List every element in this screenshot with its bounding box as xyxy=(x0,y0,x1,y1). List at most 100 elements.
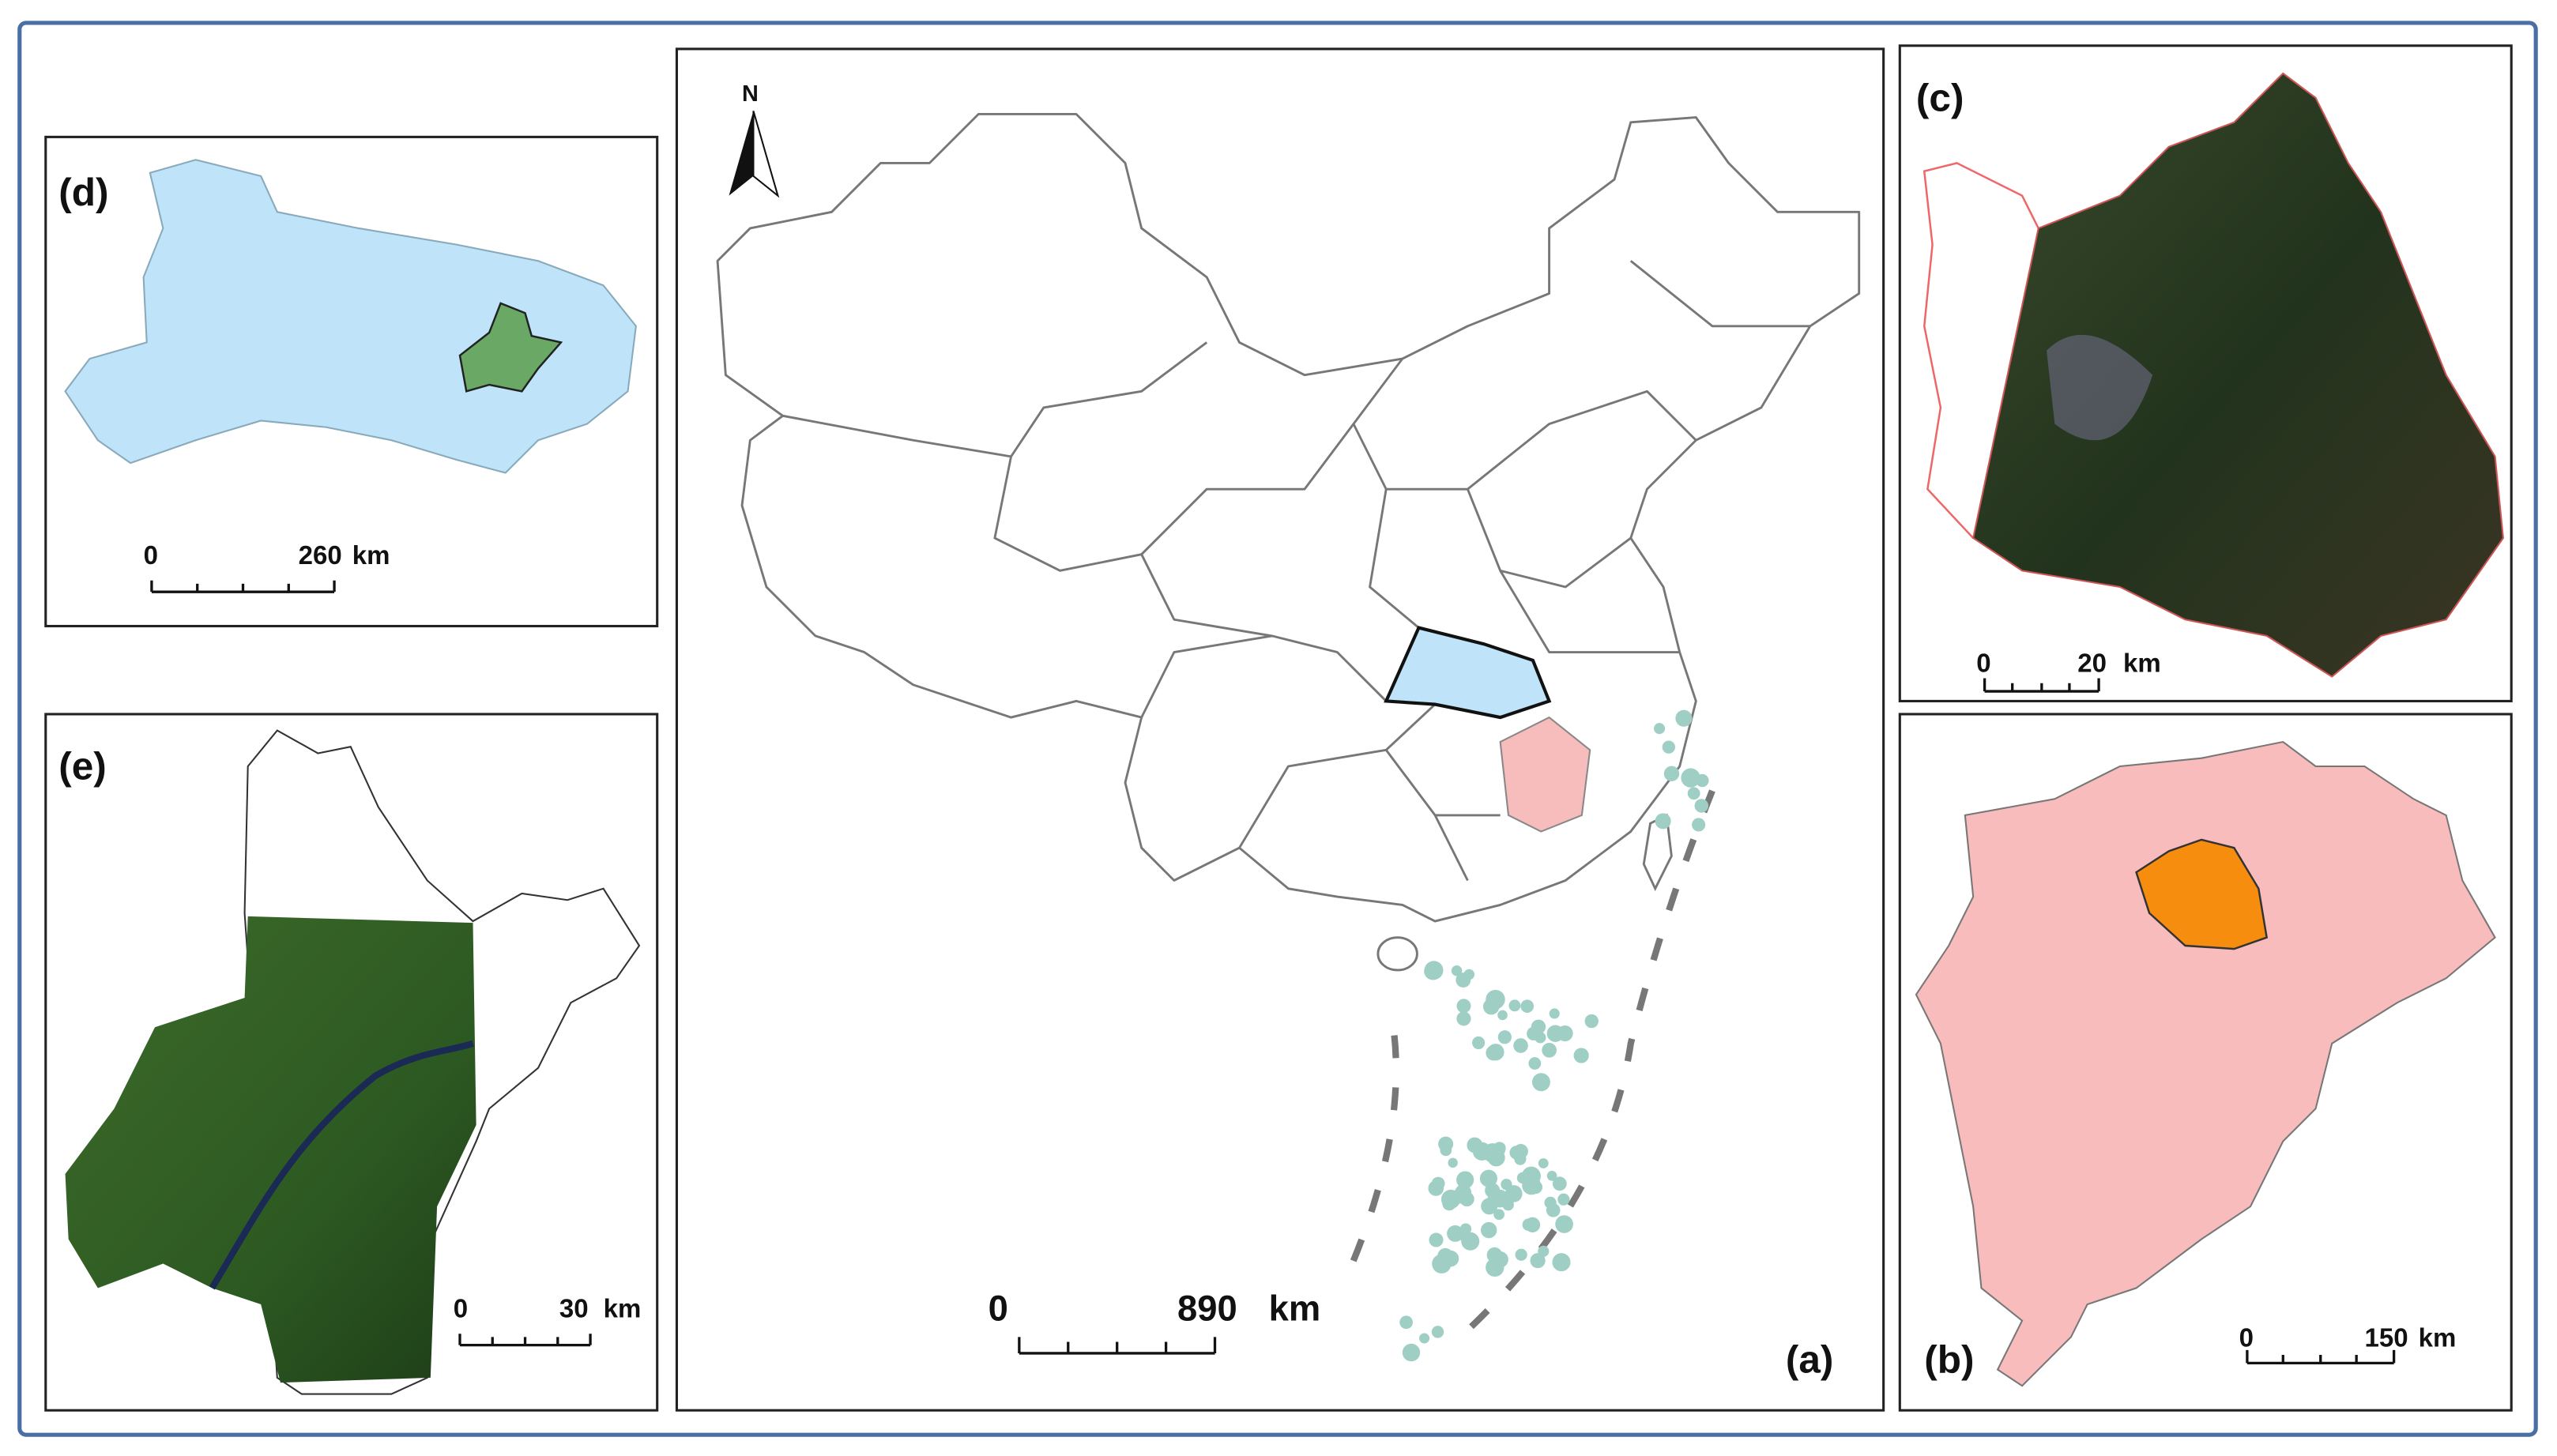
island-dot xyxy=(1419,1333,1430,1344)
scale-unit: km xyxy=(604,1294,642,1323)
scale-start: 0 xyxy=(454,1294,468,1323)
island-dot xyxy=(1584,1014,1599,1029)
island-dot xyxy=(1515,1248,1527,1261)
island-dot xyxy=(1694,799,1709,813)
island-dot xyxy=(1522,1218,1535,1232)
island-dot xyxy=(1481,1198,1498,1215)
island-dot xyxy=(1655,813,1671,830)
island-dot xyxy=(1687,787,1700,800)
island-dot xyxy=(1440,1144,1452,1157)
scale-end: 890 xyxy=(1177,1289,1237,1329)
panel-a xyxy=(675,47,1885,1412)
island-dot xyxy=(1555,1215,1573,1233)
island-dot xyxy=(1493,1209,1504,1221)
island-dot xyxy=(1513,1038,1528,1053)
island-dot xyxy=(1573,1048,1589,1063)
scale-bar xyxy=(1983,678,2100,693)
island-dot xyxy=(1486,1258,1504,1277)
hubei-map xyxy=(64,159,637,474)
island-dot xyxy=(1663,766,1680,782)
island-dot xyxy=(1463,969,1475,980)
scale-unit: km xyxy=(2419,1323,2457,1353)
island-dot xyxy=(1431,1326,1444,1338)
island-dot xyxy=(1522,1176,1542,1195)
island-dot xyxy=(1654,723,1666,735)
island-dot xyxy=(1696,773,1709,788)
hubei xyxy=(1384,626,1552,720)
island-dot xyxy=(1472,1036,1486,1050)
scale-unit: km xyxy=(2123,648,2161,677)
wuhan-area xyxy=(458,302,563,393)
island-dot xyxy=(1451,965,1463,976)
island-dot xyxy=(1456,1011,1471,1026)
north-label: N xyxy=(742,81,759,107)
satellite-image xyxy=(1972,72,2504,678)
scale-unit: km xyxy=(352,540,390,570)
scale-end: 150 xyxy=(2364,1323,2408,1353)
island-dot xyxy=(1485,1183,1501,1198)
scale-start: 0 xyxy=(2239,1323,2254,1353)
island-dot xyxy=(1681,768,1700,788)
nanchang-area xyxy=(2135,838,2269,950)
island-dot xyxy=(1429,1232,1444,1247)
nine-dash-line xyxy=(1342,789,1715,1348)
island-dot xyxy=(1557,1193,1570,1206)
island-dot xyxy=(1662,740,1676,754)
island-dot xyxy=(1442,1196,1456,1211)
island-dot xyxy=(1509,1146,1523,1160)
boundary-outline xyxy=(1922,162,2039,539)
island-dot xyxy=(1399,1315,1413,1330)
river xyxy=(209,1040,474,1290)
jiangxi xyxy=(1499,716,1591,833)
province-borders xyxy=(782,260,1810,882)
island-dot xyxy=(1542,1044,1553,1055)
island-dot xyxy=(1552,1176,1567,1191)
scale-bar xyxy=(150,580,336,593)
island-dot xyxy=(1520,999,1535,1013)
scale-end: 260 xyxy=(299,540,342,570)
scale-bar xyxy=(2246,1349,2396,1364)
island-dot xyxy=(1675,709,1693,727)
satellite-image xyxy=(65,916,476,1383)
panel-label: (a) xyxy=(1786,1338,1834,1382)
island-dot xyxy=(1497,1030,1512,1044)
island-dot xyxy=(1531,1019,1546,1034)
scale-unit: km xyxy=(1269,1289,1321,1329)
island-dot xyxy=(1402,1343,1421,1362)
island-dot xyxy=(1552,1253,1571,1272)
island-dot xyxy=(1497,1010,1508,1021)
island-dot xyxy=(1479,1169,1497,1187)
island-dot xyxy=(1557,1025,1573,1042)
island-dot xyxy=(1461,1232,1480,1251)
island-dot xyxy=(1486,1045,1501,1061)
island-dot xyxy=(1528,1057,1542,1070)
china-outline xyxy=(716,113,1861,923)
island-dot xyxy=(1504,1185,1523,1202)
hainan xyxy=(1376,936,1418,972)
jiangxi-map xyxy=(1915,740,2496,1387)
island-dot xyxy=(1492,1142,1506,1157)
island-dot xyxy=(1442,1250,1459,1267)
island-dot xyxy=(1467,1137,1483,1153)
scale-end: 30 xyxy=(559,1294,589,1323)
scale-start: 0 xyxy=(1976,648,1990,677)
island-dot xyxy=(1531,1073,1550,1092)
scale-bar xyxy=(1018,1337,1217,1355)
island-dot xyxy=(1508,999,1521,1012)
island-dot xyxy=(1546,1170,1557,1181)
panel-label: (e) xyxy=(58,745,107,788)
island-dot xyxy=(1448,1157,1458,1168)
island-dot xyxy=(1482,998,1500,1015)
island-dot xyxy=(1549,1008,1560,1019)
islands xyxy=(1399,709,1709,1362)
scale-start: 0 xyxy=(144,540,158,570)
panel-label: (b) xyxy=(1924,1338,1974,1382)
scale-start: 0 xyxy=(989,1289,1008,1329)
panel-label: (d) xyxy=(58,171,108,214)
island-dot xyxy=(1538,1158,1549,1168)
island-dot xyxy=(1447,1225,1464,1242)
island-dot xyxy=(1424,961,1444,980)
island-dot xyxy=(1456,999,1471,1014)
island-dot xyxy=(1428,1180,1444,1196)
